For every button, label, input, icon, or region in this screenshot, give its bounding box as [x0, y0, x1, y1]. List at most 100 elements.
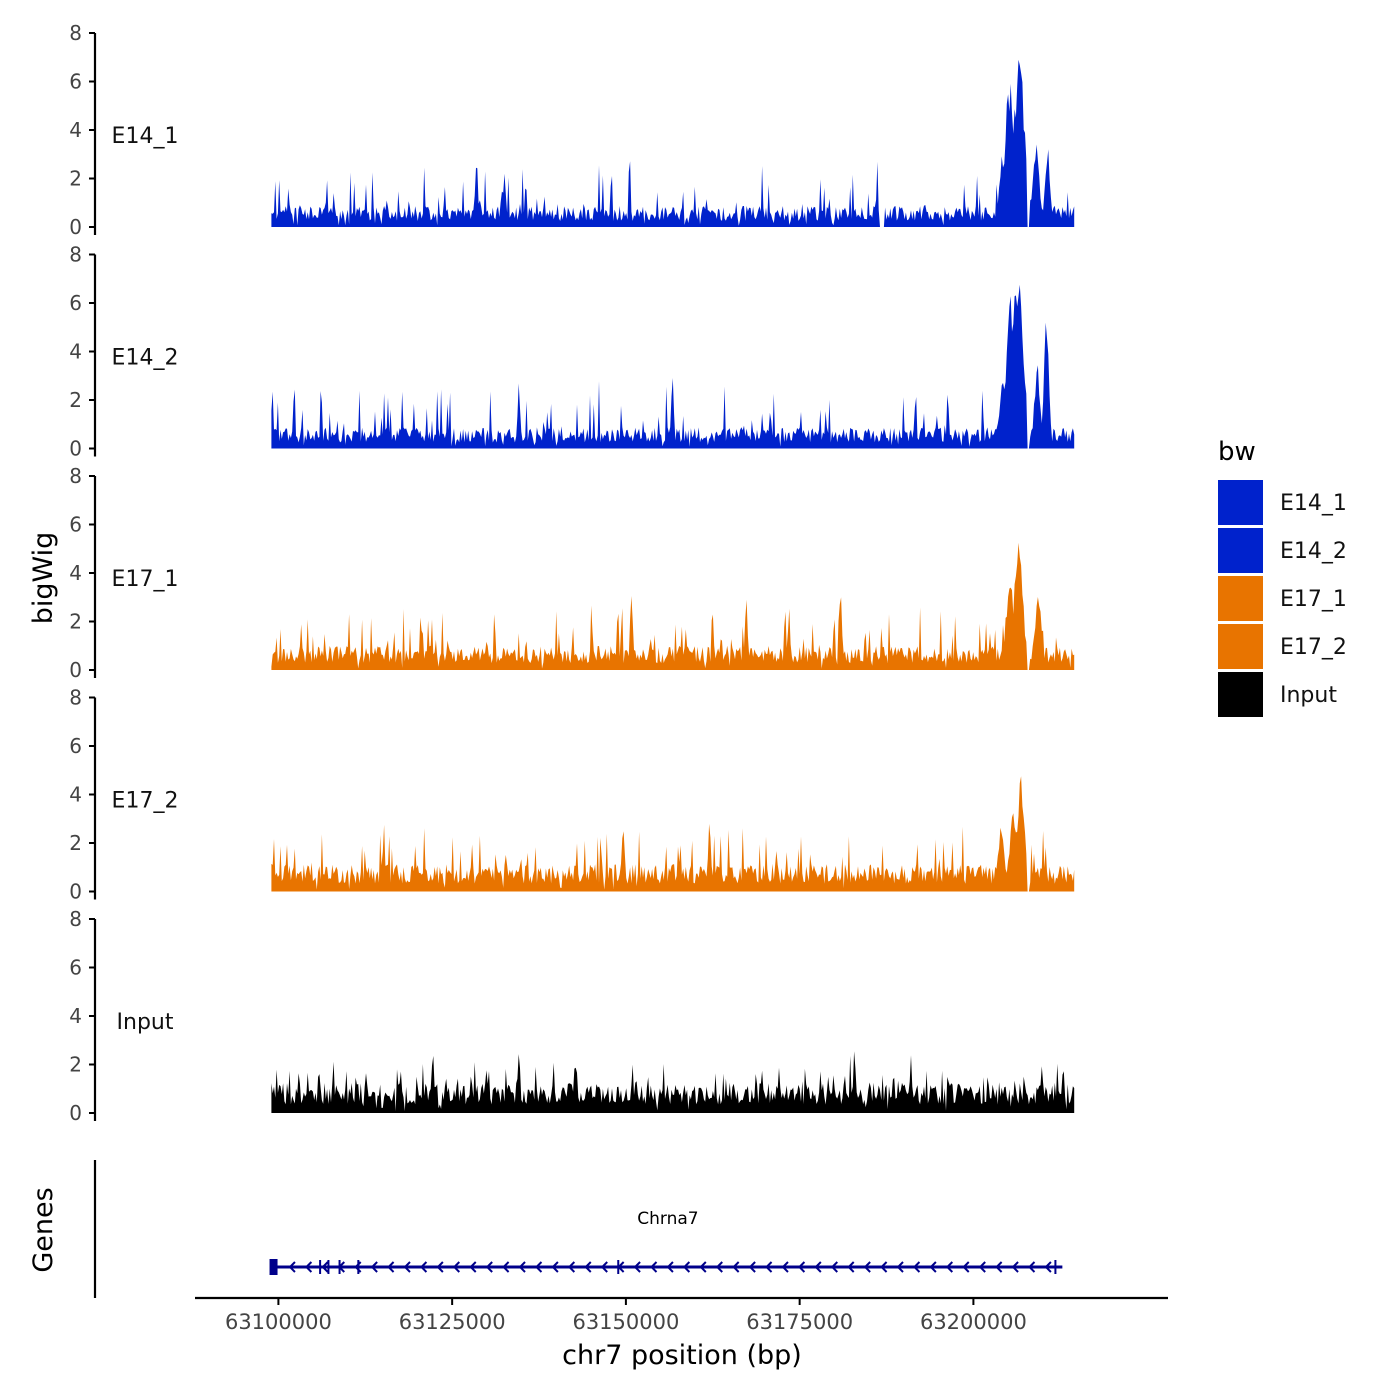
y-tick-label: 6	[69, 956, 82, 980]
genes-axis-title: Genes	[28, 1187, 59, 1272]
strand-arrow	[781, 1261, 789, 1273]
strand-arrow	[666, 1261, 674, 1273]
legend-swatch-E14_2	[1218, 528, 1263, 573]
genes-panel: Chrna7	[93, 1160, 1063, 1298]
legend-label: E14_2	[1280, 539, 1347, 564]
strand-arrow	[995, 1261, 1003, 1273]
x-axis-title: chr7 position (bp)	[562, 1340, 802, 1371]
gene-name-label: Chrna7	[637, 1209, 698, 1229]
track-label: Input	[117, 1010, 174, 1035]
strand-arrow	[600, 1261, 608, 1273]
strand-arrow	[682, 1261, 691, 1273]
strand-arrow	[978, 1261, 986, 1273]
legend-swatch-E14_1	[1218, 480, 1263, 525]
signal-area-Input	[271, 1051, 1075, 1113]
y-tick-label: 0	[69, 658, 82, 682]
signal-area-E17_1	[271, 542, 1075, 670]
y-tick-label: 6	[69, 513, 82, 537]
gene-exon	[357, 1260, 360, 1274]
y-tick-label: 0	[69, 1101, 82, 1125]
y-tick-label: 8	[69, 907, 82, 931]
strand-arrow	[288, 1261, 296, 1273]
strand-arrow	[715, 1261, 723, 1273]
gene-exon	[617, 1260, 620, 1274]
strand-arrow	[748, 1261, 756, 1273]
legend-label: E17_1	[1280, 587, 1347, 612]
x-tick-label: 63175000	[746, 1310, 853, 1334]
x-axis: 63100000 63125000 63150000 63175000 63200000	[195, 1296, 1168, 1334]
y-tick-label: 4	[69, 118, 82, 142]
strand-arrow	[880, 1261, 888, 1273]
strand-arrow	[847, 1261, 855, 1273]
gene-exon	[319, 1260, 322, 1274]
legend-swatch-E17_1	[1218, 576, 1263, 621]
legend-label: Input	[1280, 683, 1337, 708]
y-tick-label: 2	[69, 831, 82, 855]
strand-arrow	[535, 1261, 543, 1273]
strand-arrow	[321, 1261, 329, 1273]
track-label: E17_2	[112, 789, 179, 814]
y-tick-label: 8	[69, 21, 82, 45]
y-tick-label: 4	[69, 561, 82, 585]
y-tick-label: 6	[69, 734, 82, 758]
strand-arrow	[650, 1261, 658, 1273]
strand-arrow	[929, 1261, 937, 1273]
x-tick-label: 63100000	[225, 1310, 332, 1334]
gene-exon	[1054, 1260, 1057, 1274]
gene-exon	[338, 1260, 341, 1274]
strand-arrow	[830, 1261, 838, 1273]
strand-arrow	[896, 1261, 904, 1273]
strand-arrow	[436, 1261, 444, 1273]
strand-arrow	[732, 1261, 740, 1273]
strand-arrow	[863, 1261, 871, 1273]
y-tick-label: 6	[69, 70, 82, 94]
strand-arrow	[945, 1261, 954, 1273]
x-tick-label: 63200000	[920, 1310, 1027, 1334]
strand-arrow	[518, 1261, 526, 1273]
strand-arrow	[584, 1261, 592, 1273]
track-panels: 0 2 4 6 8 E14_1 0 2 4 6 8 E14_2 0 2 4 6 8 E17_1 0 2 4 6 8 E17_2…	[69, 21, 1075, 1125]
strand-arrow	[304, 1261, 313, 1273]
legend-label: E17_2	[1280, 635, 1347, 660]
legend: E14_1 E14_2 E17_1 E17_2 Input	[1218, 480, 1347, 717]
y-tick-label: 0	[69, 215, 82, 239]
strand-arrow	[420, 1261, 428, 1273]
y-tick-label: 8	[69, 464, 82, 488]
y-tick-label: 6	[69, 291, 82, 315]
legend-swatch-E17_2	[1218, 624, 1263, 669]
y-axis-title: bigWig	[28, 532, 59, 625]
y-tick-label: 2	[69, 610, 82, 634]
strand-arrow	[814, 1261, 822, 1273]
track-Input: 0 2 4 6 8 Input	[69, 907, 1075, 1125]
y-tick-label: 2	[69, 388, 82, 412]
strand-arrow	[567, 1261, 576, 1273]
legend-title: bw	[1218, 437, 1256, 467]
strand-arrow	[765, 1261, 773, 1273]
signal-area-E14_2	[271, 284, 1075, 449]
y-tick-label: 4	[69, 783, 82, 807]
strand-arrow	[1028, 1261, 1036, 1273]
gene-exon	[327, 1260, 330, 1274]
y-tick-label: 4	[69, 340, 82, 364]
y-tick-label: 4	[69, 1004, 82, 1028]
y-tick-label: 8	[69, 243, 82, 267]
y-tick-label: 0	[69, 437, 82, 461]
track-E14_2: 0 2 4 6 8 E14_2	[69, 243, 1075, 461]
track-E17_1: 0 2 4 6 8 E17_1	[69, 464, 1075, 682]
legend-swatch-Input	[1218, 672, 1263, 717]
strand-arrow	[633, 1261, 641, 1273]
strand-arrow	[502, 1261, 510, 1273]
track-E17_2: 0 2 4 6 8 E17_2	[69, 686, 1075, 904]
strand-arrow	[1011, 1261, 1019, 1273]
y-tick-label: 8	[69, 686, 82, 710]
strand-arrow	[913, 1261, 921, 1273]
track-label: E14_1	[112, 124, 179, 149]
signal-area-E14_1	[271, 59, 1075, 227]
track-label: E17_1	[112, 567, 179, 592]
track-E14_1: 0 2 4 6 8 E14_1	[69, 21, 1075, 239]
strand-arrow	[485, 1261, 493, 1273]
strand-arrow	[551, 1261, 559, 1273]
signal-area-E17_2	[271, 776, 1075, 892]
strand-arrow	[403, 1261, 411, 1273]
